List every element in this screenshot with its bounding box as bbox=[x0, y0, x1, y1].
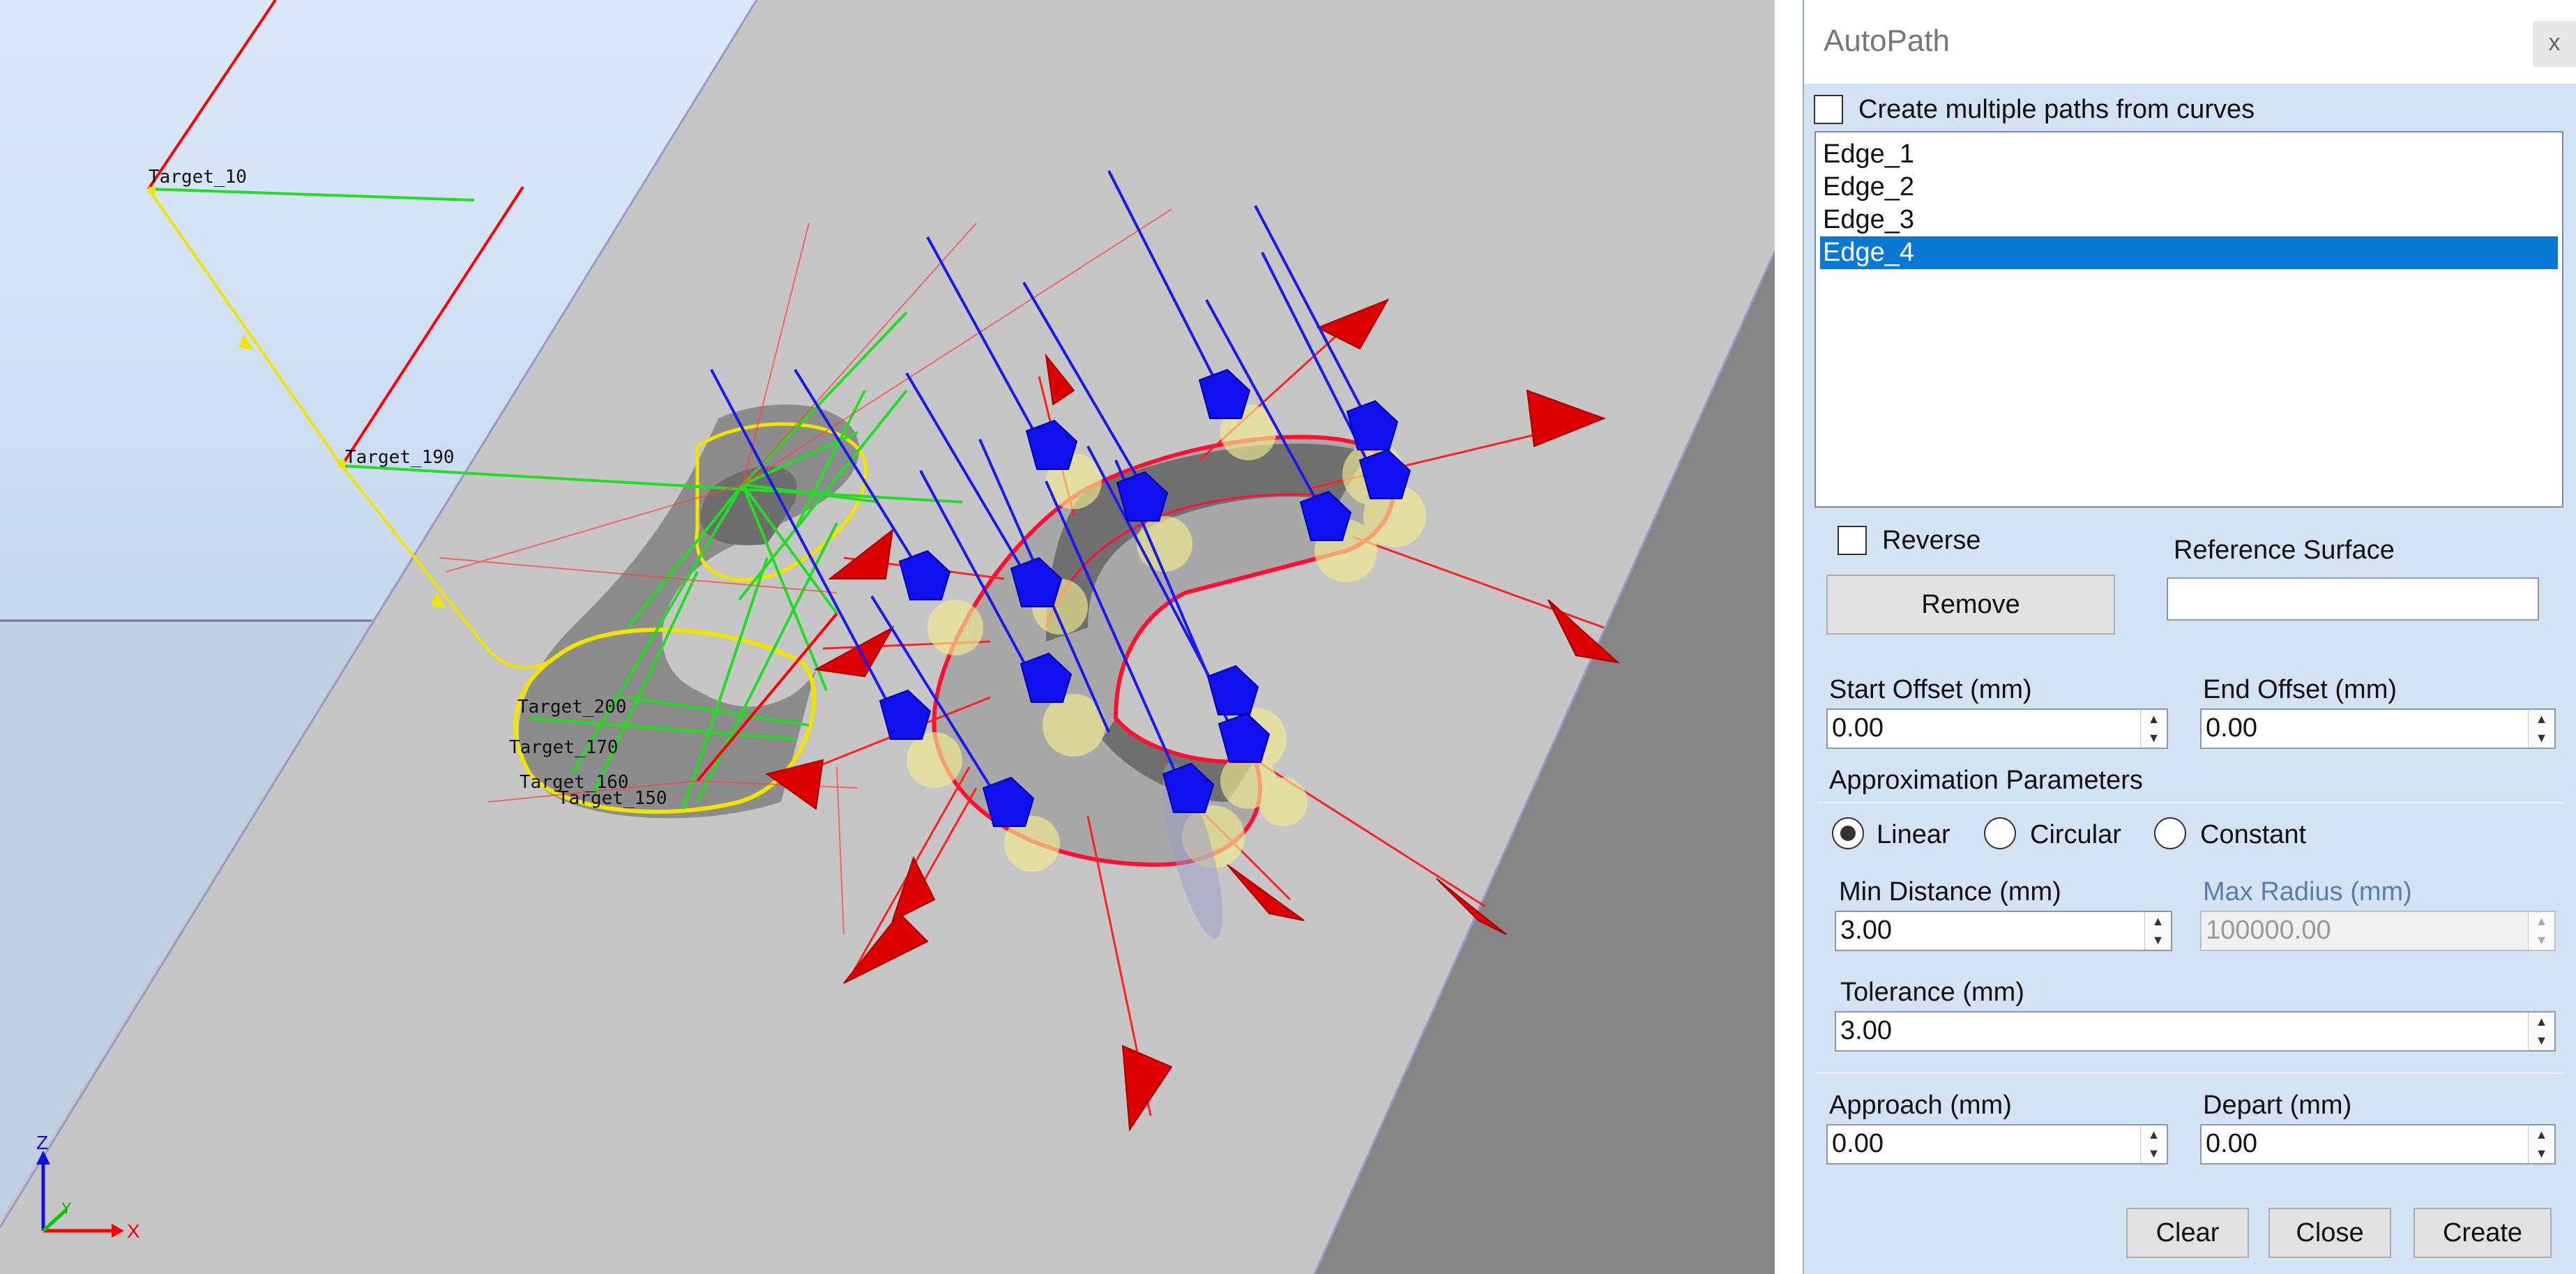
splitter[interactable] bbox=[1775, 0, 1803, 1274]
depart-spinner[interactable]: ▲ ▼ bbox=[2528, 1125, 2554, 1163]
max-radius-value: 100000.00 bbox=[2206, 916, 2331, 945]
list-item[interactable]: Edge_1 bbox=[1823, 139, 1915, 169]
approach-field[interactable]: 0.00 ▲ ▼ bbox=[1826, 1124, 2168, 1165]
end-offset-field[interactable]: 0.00 ▲ ▼ bbox=[2200, 708, 2556, 749]
target-label-10[interactable]: Target_10 bbox=[149, 167, 247, 188]
linear-label: Linear bbox=[1877, 820, 1950, 849]
target-markers bbox=[879, 368, 1411, 827]
axis-z-label: Z bbox=[36, 1132, 48, 1153]
min-distance-spinner[interactable]: ▲ ▼ bbox=[2144, 912, 2171, 950]
create-button[interactable]: Create bbox=[2414, 1208, 2552, 1258]
circular-radio[interactable] bbox=[1984, 817, 2016, 849]
reverse-checkbox[interactable] bbox=[1838, 526, 1867, 555]
target-label-200[interactable]: Target_200 bbox=[517, 697, 627, 718]
end-offset-spinner[interactable]: ▲ ▼ bbox=[2528, 710, 2554, 748]
panel-title: AutoPath bbox=[1824, 24, 1950, 58]
tolerance-value: 3.00 bbox=[1840, 1016, 1892, 1045]
remove-button[interactable]: Remove bbox=[1826, 575, 2115, 635]
constant-radio[interactable] bbox=[2154, 817, 2186, 849]
axis-x-label: X bbox=[127, 1220, 140, 1242]
end-offset-value: 0.00 bbox=[2206, 713, 2257, 743]
list-item[interactable]: Edge_2 bbox=[1823, 172, 1915, 202]
multiple-paths-label: Create multiple paths from curves bbox=[1858, 95, 2255, 124]
approach-spinner[interactable]: ▲ ▼ bbox=[2140, 1125, 2167, 1163]
start-offset-value: 0.00 bbox=[1832, 713, 1884, 743]
close-icon[interactable]: x bbox=[2533, 21, 2576, 67]
depart-value: 0.00 bbox=[2206, 1129, 2257, 1158]
end-offset-label: End Offset (mm) bbox=[2203, 675, 2397, 704]
arrow-heads bbox=[765, 298, 1621, 1132]
approach-value: 0.00 bbox=[1832, 1129, 1884, 1158]
axis-triad: Z X Y bbox=[36, 1132, 140, 1242]
depart-field[interactable]: 0.00 ▲ ▼ bbox=[2200, 1124, 2556, 1165]
max-radius-label: Max Radius (mm) bbox=[2203, 877, 2412, 907]
scene: Target_10 Target_190 Target_200 Target_1… bbox=[0, 0, 1775, 1274]
slot-part-2 bbox=[934, 437, 1394, 865]
edge-list[interactable]: Edge_1 Edge_2 Edge_3 Edge_4 bbox=[1814, 131, 2563, 508]
target-label-190[interactable]: Target_190 bbox=[345, 447, 455, 468]
list-item-selected[interactable]: Edge_4 bbox=[1820, 236, 2558, 269]
start-offset-label: Start Offset (mm) bbox=[1829, 675, 2032, 704]
list-item[interactable]: Edge_3 bbox=[1823, 205, 1915, 234]
tolerance-label: Tolerance (mm) bbox=[1840, 978, 2024, 1007]
max-radius-field: 100000.00 ▲ ▼ bbox=[2200, 911, 2556, 951]
start-offset-spinner[interactable]: ▲ ▼ bbox=[2140, 710, 2167, 748]
approximation-label: Approximation Parameters bbox=[1829, 766, 2143, 795]
circular-label: Circular bbox=[2030, 820, 2121, 849]
target-label-160[interactable]: Target_160 bbox=[520, 772, 629, 793]
min-distance-field[interactable]: 3.00 ▲ ▼ bbox=[1835, 911, 2172, 951]
target-label-150[interactable]: Target_150 bbox=[558, 788, 667, 809]
min-distance-value: 3.00 bbox=[1840, 916, 1892, 945]
reference-surface-label: Reference Surface bbox=[2174, 536, 2395, 565]
clear-button[interactable]: Clear bbox=[2126, 1208, 2249, 1258]
max-radius-spinner: ▲ ▼ bbox=[2528, 912, 2554, 950]
tool-normals bbox=[710, 170, 1375, 810]
reference-surface-field[interactable] bbox=[2167, 577, 2539, 621]
reverse-label: Reverse bbox=[1882, 526, 1981, 555]
tolerance-spinner[interactable]: ▲ ▼ bbox=[2528, 1013, 2554, 1050]
slot-outline bbox=[513, 628, 817, 814]
min-distance-label: Min Distance (mm) bbox=[1839, 877, 2061, 907]
axis-y-label: Y bbox=[61, 1199, 72, 1217]
close-button[interactable]: Close bbox=[2268, 1208, 2391, 1258]
target-label-170[interactable]: Target_170 bbox=[509, 737, 619, 758]
autopath-panel: AutoPath x Create multiple paths from cu… bbox=[1803, 0, 2576, 1274]
linear-radio[interactable] bbox=[1832, 817, 1864, 849]
multiple-paths-checkbox[interactable] bbox=[1814, 95, 1843, 124]
approach-path bbox=[147, 188, 559, 669]
panel-titlebar: AutoPath x bbox=[1804, 0, 2576, 84]
3d-viewport[interactable]: Target_10 Target_190 Target_200 Target_1… bbox=[0, 0, 1775, 1274]
approach-label: Approach (mm) bbox=[1829, 1091, 2012, 1120]
target-frames-green bbox=[148, 188, 963, 810]
sky-plane bbox=[0, 0, 757, 621]
tolerance-field[interactable]: 3.00 ▲ ▼ bbox=[1835, 1011, 2556, 1052]
depart-label: Depart (mm) bbox=[2203, 1091, 2352, 1120]
target-frames-red bbox=[147, 0, 838, 782]
constant-label: Constant bbox=[2200, 820, 2307, 849]
start-offset-field[interactable]: 0.00 ▲ ▼ bbox=[1826, 708, 2168, 749]
